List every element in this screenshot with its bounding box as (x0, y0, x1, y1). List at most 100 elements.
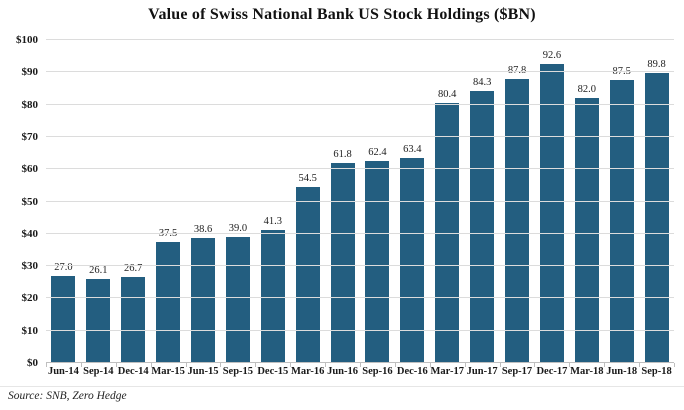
gridline (46, 135, 674, 137)
bar-column: 80.4 (430, 40, 465, 363)
bar (470, 90, 495, 363)
x-tick-label: Jun-18 (606, 366, 638, 377)
bar-value-label: 87.8 (508, 65, 526, 76)
bar-value-label: 92.6 (542, 49, 562, 61)
bar-value-label: 54.5 (298, 172, 317, 184)
y-tick-label: $40 (21, 227, 39, 240)
x-axis-tick (255, 363, 257, 367)
x-tick-label: Sep-17 (501, 366, 533, 377)
x-tick-label: Sep-16 (362, 366, 393, 377)
bar-column: 87.8 (500, 40, 535, 363)
x-tick-label: Jun-16 (327, 366, 359, 377)
x-axis-tick (150, 363, 152, 367)
x-tick-label: Mar-16 (290, 366, 325, 377)
bar-value-label: 80.4 (438, 89, 457, 101)
bar-value-label: 61.8 (333, 149, 352, 161)
bar-value-label: 89.8 (647, 58, 666, 70)
bar (260, 229, 285, 363)
y-tick-label: $0 (27, 357, 38, 369)
bar-column: 38.6 (186, 40, 221, 363)
x-tick-label: Dec-14 (117, 366, 149, 377)
x-tick-label: Jun-15 (187, 366, 219, 377)
bar-column: 89.8 (639, 40, 674, 363)
bar (365, 161, 390, 363)
gridline (46, 39, 674, 40)
x-axis-tick (220, 363, 222, 367)
bar-column: 26.7 (116, 40, 151, 363)
x-tick-label: Mar-17 (430, 366, 464, 377)
x-axis-tick (499, 363, 501, 367)
bar-column: 61.8 (325, 40, 360, 363)
bar-column: 54.5 (290, 40, 325, 363)
x-tick-label: Dec-17 (536, 366, 568, 377)
x-tick-label: Dec-16 (396, 366, 428, 377)
x-tick-label: Mar-18 (570, 366, 604, 377)
x-axis-tick (429, 363, 431, 367)
bar (295, 186, 320, 363)
x-axis-tick (46, 363, 47, 367)
bar-value-label: 26.7 (124, 262, 143, 274)
bar (225, 237, 250, 363)
x-axis-baseline (46, 362, 674, 363)
bar-column: 87.5 (604, 40, 639, 363)
gridline (46, 232, 674, 234)
bar-value-label: 82.0 (577, 84, 596, 96)
bar-column: 84.3 (465, 40, 500, 363)
bar-value-label: 26.1 (89, 264, 108, 276)
gridline (46, 329, 674, 331)
bar (505, 79, 530, 363)
bar-column: 26.1 (81, 40, 116, 363)
gridline (46, 71, 674, 73)
x-tick-label: Jun-14 (47, 366, 79, 377)
x-axis-tick (80, 363, 82, 367)
bar-value-label: 39.0 (228, 223, 248, 235)
x-tick-label: Mar-15 (151, 366, 185, 377)
bar-column: 63.4 (395, 40, 430, 363)
x-axis-tick (290, 363, 292, 367)
x-tick-label: Sep-18 (641, 366, 672, 377)
x-tick-label: Jun-17 (466, 366, 498, 377)
gridline (46, 265, 674, 267)
y-tick-label: $70 (21, 130, 39, 143)
x-axis-tick (639, 363, 641, 367)
y-tick-label: $20 (21, 292, 39, 305)
y-tick-label: $60 (21, 163, 39, 176)
x-tick-label: Sep-14 (83, 366, 114, 377)
y-tick-label: $10 (21, 324, 39, 337)
y-tick-label: $30 (21, 260, 39, 273)
bar (330, 163, 355, 363)
bar (86, 278, 111, 363)
x-axis-tick (115, 363, 117, 367)
bottom-divider (0, 386, 684, 387)
gridline (46, 168, 674, 170)
source-note: Source: SNB, Zero Hedge (8, 390, 127, 402)
bar-column: 41.3 (255, 40, 290, 363)
y-tick-label: $100 (16, 34, 38, 46)
bar (539, 63, 564, 363)
bar-value-label: 84.3 (472, 76, 492, 88)
bar (574, 98, 599, 363)
y-tick-label: $80 (21, 98, 39, 111)
bar (51, 275, 76, 363)
plot-area: 27.0 26.1 26.7 37.5 38.6 39.0 41.3 54.5 61.8 62.4… (46, 39, 675, 367)
x-axis-tick (604, 363, 606, 367)
bar-column: 37.5 (151, 40, 186, 363)
bar-value-label: 38.6 (193, 224, 213, 236)
x-axis-tick (534, 363, 536, 367)
bar-value-label: 63.4 (403, 144, 422, 156)
bar (400, 158, 425, 363)
x-axis-tick (360, 363, 361, 367)
chart-title: Value of Swiss National Bank US Stock Ho… (148, 6, 536, 23)
gridline (46, 103, 674, 105)
x-axis: Jun-14 Sep-14 Dec-14 Mar-15 Jun-15 Sep-15 Dec-… (46, 366, 674, 377)
x-tick-label: Dec-15 (257, 366, 289, 377)
y-tick-label: $50 (21, 195, 39, 208)
bars-row: 27.0 26.1 26.7 37.5 38.6 39.0 41.3 54.5 61.8 62.4… (46, 40, 674, 363)
bar (191, 238, 215, 363)
x-axis-tick (185, 363, 187, 367)
bar-value-label: 62.4 (368, 147, 387, 159)
x-axis-tick (394, 363, 396, 367)
gridline (46, 297, 674, 299)
gridline (46, 200, 674, 202)
